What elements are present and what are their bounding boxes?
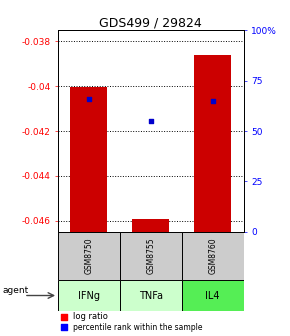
- Title: GDS499 / 29824: GDS499 / 29824: [99, 16, 202, 29]
- Bar: [70, 87, 108, 232]
- Point: [148, 118, 153, 124]
- Text: percentile rank within the sample: percentile rank within the sample: [73, 323, 202, 332]
- Text: TNFa: TNFa: [139, 291, 163, 300]
- Bar: [120, 232, 182, 280]
- Bar: [182, 280, 244, 311]
- Text: GSM8760: GSM8760: [208, 238, 217, 274]
- Bar: [58, 232, 120, 280]
- Bar: [182, 232, 244, 280]
- Bar: [120, 280, 182, 311]
- Text: log ratio: log ratio: [73, 312, 108, 321]
- Bar: [132, 219, 169, 232]
- Text: GSM8755: GSM8755: [146, 238, 155, 274]
- Bar: [194, 55, 231, 232]
- Text: IL4: IL4: [205, 291, 220, 300]
- Point: [61, 314, 66, 320]
- Point: [210, 98, 215, 103]
- Point: [87, 96, 91, 101]
- Text: GSM8750: GSM8750: [84, 238, 93, 274]
- Point: [61, 325, 66, 330]
- Text: IFNg: IFNg: [78, 291, 100, 300]
- Text: agent: agent: [3, 286, 29, 295]
- Bar: [58, 280, 120, 311]
